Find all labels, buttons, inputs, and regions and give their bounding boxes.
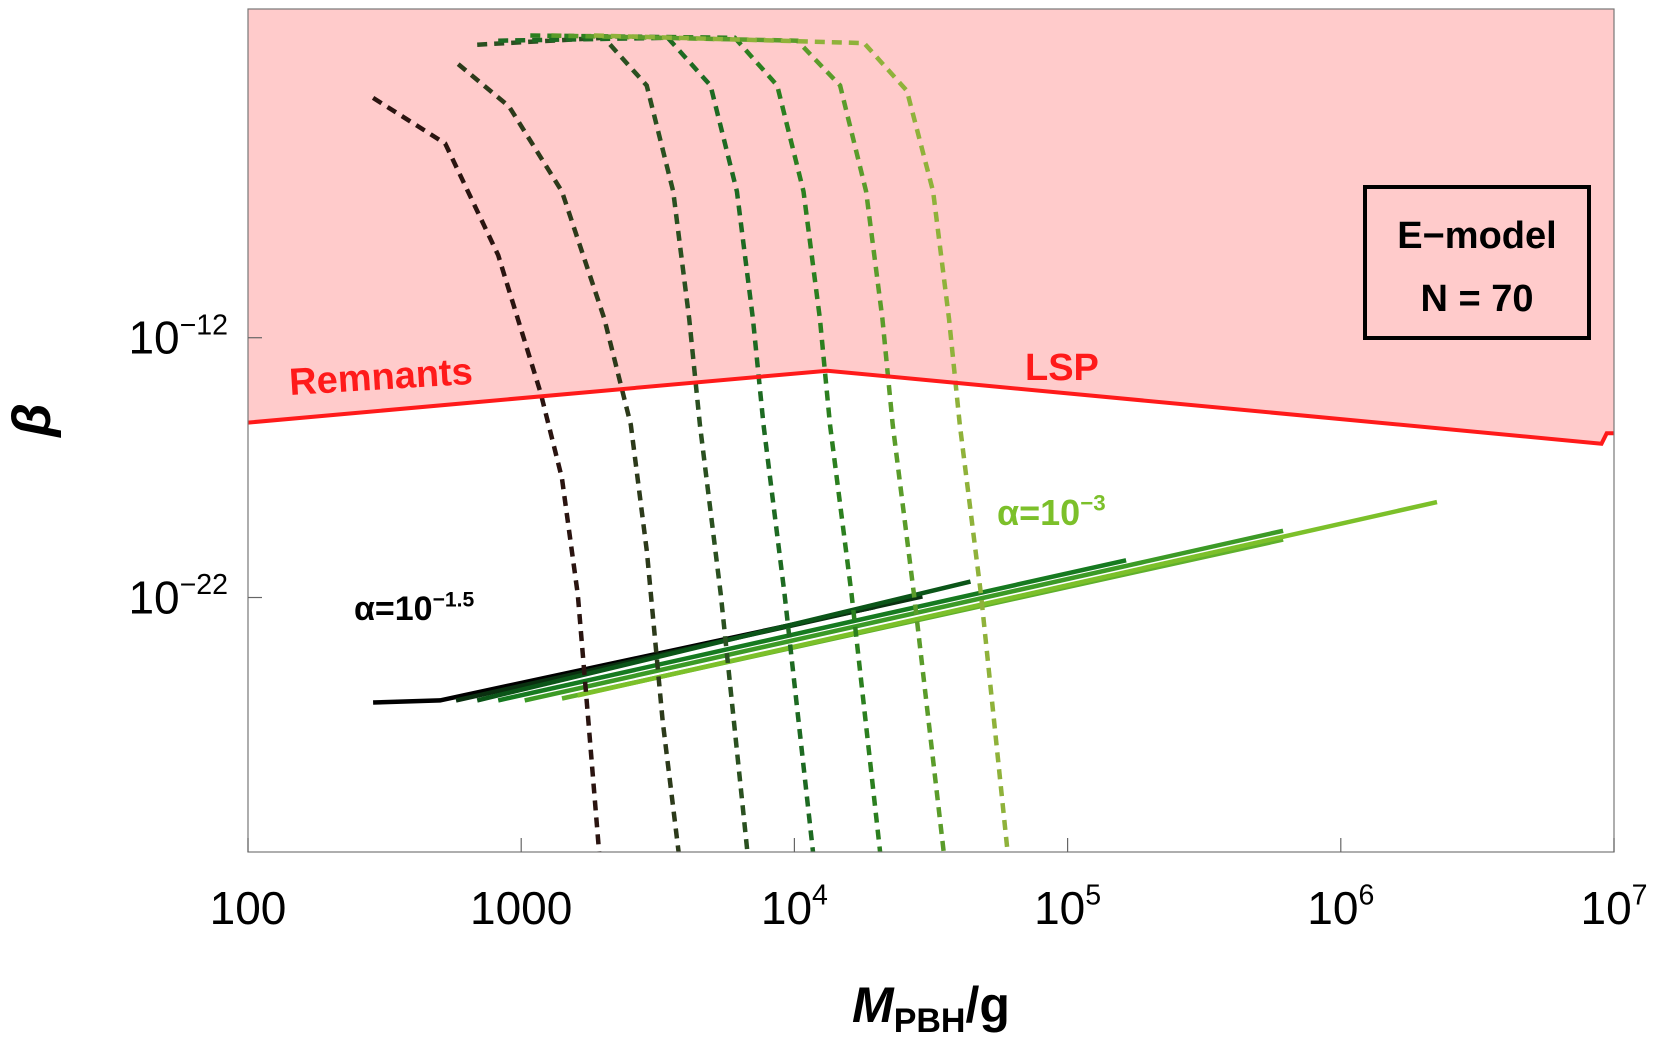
annotation: α=10−1.5 — [354, 588, 474, 628]
annotation: α=10−3 — [997, 491, 1106, 533]
dashed-line — [593, 33, 1010, 853]
model-text: E−model — [1397, 215, 1556, 257]
dashed-line — [371, 95, 602, 853]
dashed-line — [551, 33, 946, 853]
tick-base: 10 — [1034, 882, 1085, 934]
x-label-rest: /g — [966, 977, 1010, 1033]
y-axis-label: β — [2, 403, 62, 439]
tick-label: 105 — [1034, 880, 1101, 934]
tick-label: 10−22 — [128, 569, 228, 623]
tick-label: 10−12 — [128, 309, 228, 363]
annotation: LSP — [1025, 347, 1099, 389]
x-label-sub: PBH — [894, 1002, 966, 1040]
annotation-text: LSP — [1025, 347, 1099, 389]
dashed-line — [498, 35, 816, 853]
annotation-text: α=10 — [997, 492, 1080, 533]
tick-exponent: −12 — [180, 309, 228, 341]
tick-label: 1000 — [470, 882, 572, 934]
tick-exponent: 4 — [812, 880, 828, 912]
tick-exponent: 5 — [1085, 880, 1101, 912]
tick-base: 10 — [761, 882, 812, 934]
model-box — [1363, 185, 1591, 340]
excluded-region — [248, 9, 1614, 444]
tick-exponent: 6 — [1358, 880, 1374, 912]
tick-label: 107 — [1580, 880, 1647, 934]
plot-frame — [247, 8, 1615, 853]
tick-base: 10 — [128, 572, 179, 624]
x-label-main: M — [852, 977, 895, 1033]
solid-line — [524, 528, 1284, 703]
tick-base: 10 — [1580, 882, 1631, 934]
model-text: N = 70 — [1420, 278, 1533, 320]
annotation-sup: −3 — [1080, 491, 1105, 516]
dashed-line — [477, 35, 750, 853]
constraint-line — [247, 368, 1614, 446]
dashed-line — [530, 33, 883, 853]
tick-base: 10 — [1307, 882, 1358, 934]
tick-label: 106 — [1307, 880, 1374, 934]
tick-base: 10 — [128, 312, 179, 364]
tick-exponent: −22 — [180, 569, 228, 601]
tick-label: 104 — [761, 880, 828, 934]
tick-exponent: 7 — [1632, 880, 1648, 912]
annotation-sup: −1.5 — [433, 588, 475, 611]
tick-label: 100 — [210, 882, 287, 934]
solid-line — [577, 499, 1438, 698]
solid-line — [497, 558, 1127, 703]
x-axis-label: MPBH/g — [852, 977, 1010, 1040]
annotation-text: α=10 — [354, 590, 433, 628]
